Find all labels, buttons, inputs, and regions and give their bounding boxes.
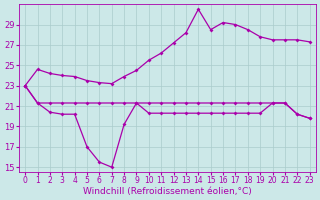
X-axis label: Windchill (Refroidissement éolien,°C): Windchill (Refroidissement éolien,°C) — [83, 187, 252, 196]
